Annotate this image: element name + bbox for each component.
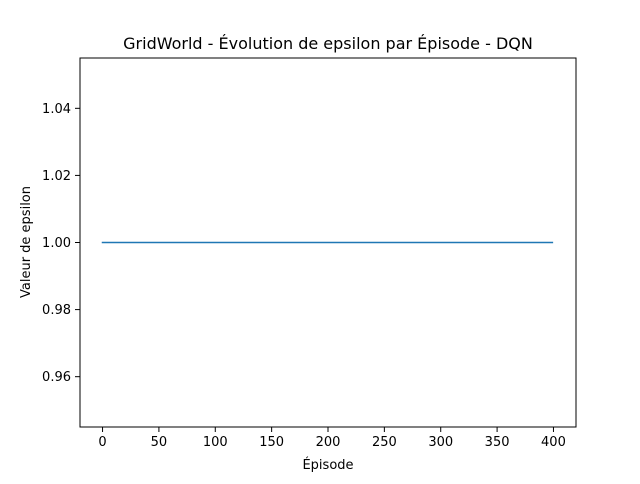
x-tick-label: 200 [316, 435, 341, 450]
x-tick-label: 250 [372, 435, 397, 450]
x-tick-label: 0 [98, 435, 106, 450]
y-tick-label: 0.96 [42, 370, 71, 385]
y-tick-label: 1.00 [42, 236, 71, 251]
x-tick-label: 400 [541, 435, 566, 450]
y-tick-label: 1.04 [42, 102, 71, 117]
x-tick-label: 100 [203, 435, 228, 450]
y-axis-ticks: 0.96 0.98 1.00 1.02 1.04 [42, 102, 80, 385]
x-tick-label: 350 [485, 435, 510, 450]
x-axis-label: Épisode [302, 457, 353, 473]
plot-frame [79, 57, 577, 428]
chart-title: GridWorld - Évolution de epsilon par Épi… [123, 34, 533, 53]
x-tick-label: 50 [151, 435, 168, 450]
y-tick-label: 1.02 [42, 169, 71, 184]
x-tick-label: 300 [428, 435, 453, 450]
x-tick-label: 150 [259, 435, 284, 450]
y-axis-label: Valeur de epsilon [19, 186, 34, 298]
y-tick-label: 0.98 [42, 303, 71, 318]
x-axis-ticks: 0 50 100 150 200 250 300 350 400 [98, 427, 566, 450]
